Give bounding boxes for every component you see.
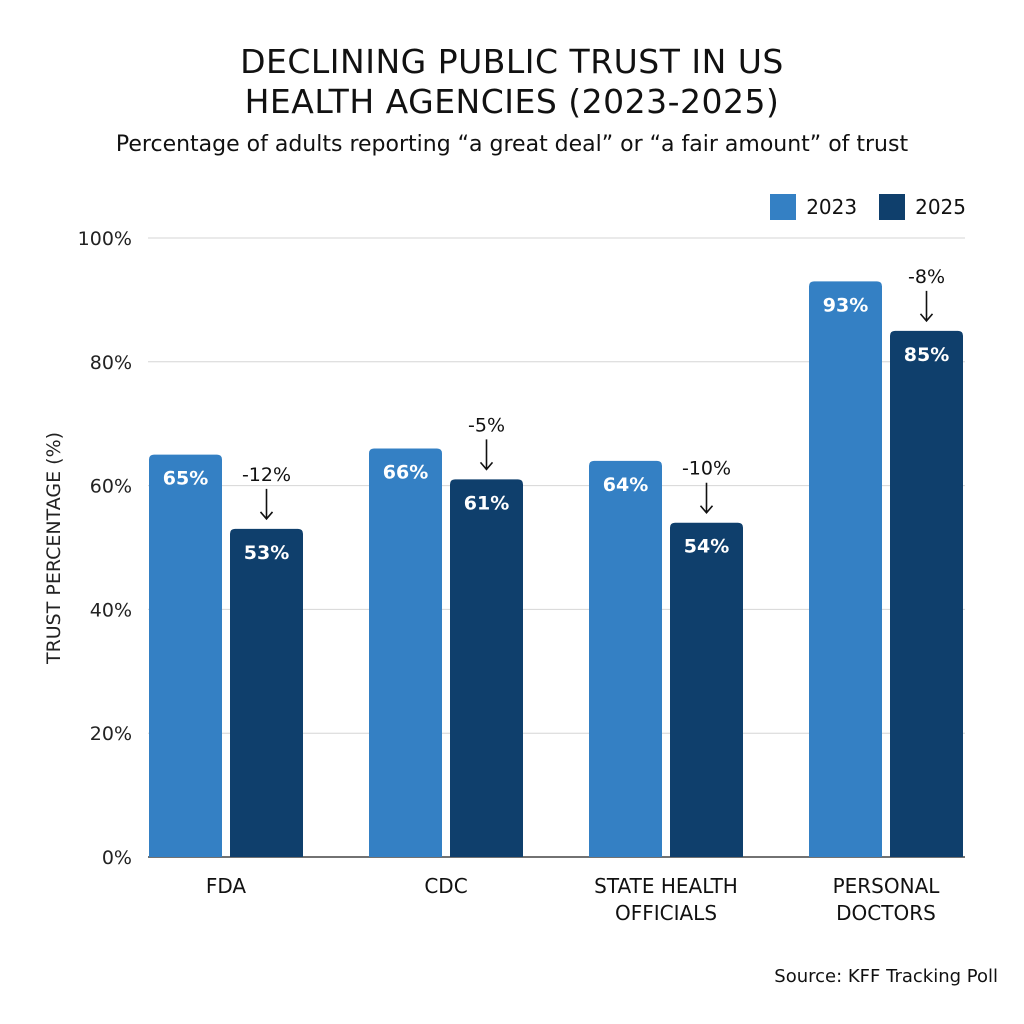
bar-value-label: 64%	[603, 474, 648, 496]
title-line-2: HEALTH AGENCIES (2023-2025)	[244, 82, 780, 121]
y-tick-label: 60%	[90, 476, 132, 498]
bar-2023	[589, 460, 662, 857]
x-tick-label: CDC	[424, 874, 467, 898]
chart-subtitle: Percentage of adults reporting “a great …	[115, 132, 909, 157]
x-tick-label: FDA	[206, 874, 247, 898]
bar-value-label: 93%	[823, 294, 868, 316]
bar-value-label: 65%	[163, 468, 208, 490]
source-note: Source: KFF Tracking Poll	[774, 966, 998, 987]
change-annotation: -8%	[908, 266, 945, 288]
bar-2023	[149, 454, 222, 857]
x-tick-label: OFFICIALS	[615, 901, 717, 925]
y-tick-label: 20%	[90, 723, 132, 745]
legend-label: 2025	[915, 195, 966, 219]
bar-value-label: 53%	[244, 542, 289, 564]
change-annotation: -12%	[242, 464, 291, 486]
x-tick-label: STATE HEALTH	[594, 874, 738, 898]
bar-2023	[369, 448, 442, 857]
bar-value-label: 61%	[464, 492, 509, 514]
legend-item-2023: 2023	[770, 194, 857, 220]
bar-value-label: 66%	[383, 461, 428, 483]
bar-2025	[890, 330, 963, 858]
y-axis-label: TRUST PERCENTAGE (%)	[43, 432, 65, 665]
legend-item-2025: 2025	[879, 194, 966, 220]
bar-2025	[450, 479, 523, 857]
down-arrow-icon	[919, 290, 934, 323]
down-arrow-icon	[259, 488, 274, 521]
legend-swatch	[879, 194, 906, 220]
x-tick-label: PERSONAL	[833, 874, 941, 898]
y-tick-label: 100%	[78, 228, 132, 250]
y-tick-label: 80%	[90, 352, 132, 374]
bar-value-label: 54%	[684, 536, 729, 558]
legend-label: 2023	[806, 195, 858, 219]
legend: 2023 2025	[770, 194, 966, 220]
down-arrow-icon	[699, 482, 714, 514]
bar-2025	[230, 528, 303, 857]
change-annotation: -5%	[468, 414, 505, 436]
legend-swatch	[770, 194, 797, 220]
title-line-1: DECLINING PUBLIC TRUST IN US	[240, 42, 784, 81]
bar-value-label: 85%	[904, 344, 949, 366]
y-tick-label: 0%	[102, 847, 132, 869]
chart-title: DECLINING PUBLIC TRUST IN US HEALTH AGEN…	[0, 42, 1024, 122]
down-arrow-icon	[479, 439, 494, 471]
bar-2023	[809, 281, 882, 858]
bar-2025	[670, 522, 743, 857]
change-annotation: -10%	[682, 458, 731, 480]
y-tick-label: 40%	[90, 599, 132, 621]
x-tick-label: DOCTORS	[836, 901, 936, 925]
